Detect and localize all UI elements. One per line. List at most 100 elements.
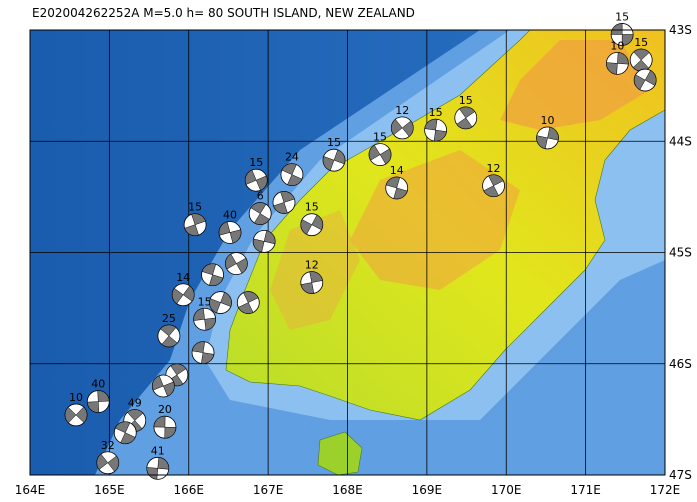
compression-quadrant bbox=[488, 174, 504, 187]
compression-quadrant bbox=[204, 317, 216, 331]
focal-mechanism bbox=[454, 106, 478, 130]
compression-quadrant bbox=[433, 129, 447, 142]
event-depth-label: 12 bbox=[487, 162, 501, 175]
compression-quadrant bbox=[368, 144, 381, 161]
compression-quadrant bbox=[250, 202, 267, 214]
x-tick-label: 165E bbox=[94, 483, 125, 497]
compression-quadrant bbox=[644, 70, 657, 86]
compression-quadrant bbox=[311, 214, 324, 231]
compression-quadrant bbox=[191, 213, 206, 226]
compression-quadrant bbox=[385, 176, 401, 189]
compression-quadrant bbox=[184, 224, 199, 236]
compression-quadrant bbox=[391, 118, 403, 136]
x-tick-label: 169E bbox=[412, 483, 443, 497]
event-depth-label: 20 bbox=[158, 403, 172, 416]
compression-quadrant bbox=[114, 421, 131, 434]
focal-mechanism bbox=[629, 48, 653, 72]
focal-mechanism bbox=[300, 213, 324, 237]
compression-quadrant bbox=[127, 409, 144, 421]
focal-mechanism bbox=[157, 324, 181, 348]
event-depth-label: 10 bbox=[69, 391, 83, 404]
compression-quadrant bbox=[96, 453, 109, 470]
event-depth-label: 12 bbox=[305, 259, 319, 272]
compression-quadrant bbox=[201, 352, 215, 364]
compression-quadrant bbox=[633, 48, 650, 61]
compression-quadrant bbox=[236, 257, 248, 274]
compression-quadrant bbox=[263, 230, 276, 245]
focal-mechanism bbox=[610, 23, 634, 46]
compression-quadrant bbox=[243, 291, 259, 303]
compression-quadrant bbox=[244, 169, 257, 185]
focal-mechanism bbox=[244, 168, 268, 192]
x-tick-label: 171E bbox=[570, 483, 601, 497]
compression-quadrant bbox=[191, 341, 206, 353]
event-depth-label: 15 bbox=[373, 131, 387, 144]
compression-quadrant bbox=[225, 253, 237, 270]
compression-quadrant bbox=[163, 381, 175, 397]
compression-quadrant bbox=[157, 457, 170, 470]
event-depth-label: 10 bbox=[541, 114, 555, 127]
focal-mechanism bbox=[183, 213, 207, 237]
compression-quadrant bbox=[220, 291, 232, 307]
map-frame bbox=[29, 29, 666, 476]
event-depth-label: 6 bbox=[257, 190, 264, 203]
focal-mechanism bbox=[113, 421, 137, 445]
event-depth-label: 40 bbox=[223, 208, 237, 221]
compression-quadrant bbox=[152, 375, 164, 391]
y-tick-label: 45S bbox=[669, 246, 692, 260]
focal-mechanism bbox=[385, 176, 409, 200]
focal-mechanism bbox=[368, 143, 392, 167]
compression-quadrant bbox=[547, 126, 559, 141]
map-title: E202004262252A M=5.0 h= 80 SOUTH ISLAND,… bbox=[32, 6, 415, 20]
compression-quadrant bbox=[280, 191, 295, 203]
compression-quadrant bbox=[287, 174, 303, 186]
event-depth-label: 15 bbox=[327, 136, 341, 149]
compression-quadrant bbox=[300, 282, 315, 294]
focal-mechanism bbox=[153, 415, 177, 439]
x-tick-label: 167E bbox=[253, 483, 284, 497]
compression-quadrant bbox=[379, 148, 392, 165]
compression-quadrant bbox=[536, 135, 548, 149]
compression-quadrant bbox=[459, 106, 476, 119]
x-tick-label: 168E bbox=[332, 483, 363, 497]
compression-quadrant bbox=[170, 363, 187, 376]
event-depth-label: 25 bbox=[162, 312, 176, 325]
focal-mechanism bbox=[151, 374, 175, 398]
compression-quadrant bbox=[456, 117, 473, 130]
x-tick-label: 170E bbox=[491, 483, 522, 497]
event-depth-label: 12 bbox=[395, 104, 409, 117]
compression-quadrant bbox=[218, 221, 231, 236]
focal-mechanism bbox=[86, 390, 110, 413]
compression-quadrant bbox=[209, 274, 224, 286]
x-tick-label: 166E bbox=[174, 483, 205, 497]
focal-mechanism bbox=[536, 126, 559, 150]
compression-quadrant bbox=[300, 219, 313, 235]
compression-quadrant bbox=[75, 406, 88, 423]
compression-quadrant bbox=[87, 401, 100, 413]
compression-quadrant bbox=[107, 455, 120, 472]
event-depth-label: 15 bbox=[615, 10, 629, 23]
focal-mechanism bbox=[482, 174, 505, 198]
event-depth-label: 14 bbox=[176, 271, 190, 284]
compression-quadrant bbox=[229, 229, 242, 244]
x-tick-label: 164E bbox=[15, 483, 46, 497]
event-depth-label: 24 bbox=[285, 151, 299, 164]
compression-quadrant bbox=[333, 149, 346, 165]
y-tick-label: 46S bbox=[669, 357, 692, 371]
compression-quadrant bbox=[273, 202, 288, 214]
focal-mechanism bbox=[96, 451, 120, 475]
compression-quadrant bbox=[252, 238, 265, 253]
focal-mechanism bbox=[191, 341, 215, 365]
compression-quadrant bbox=[621, 34, 634, 46]
compression-quadrant bbox=[193, 308, 205, 321]
focal-mechanism bbox=[252, 229, 276, 253]
compression-quadrant bbox=[483, 185, 499, 197]
compression-quadrant bbox=[161, 335, 178, 348]
compression-quadrant bbox=[617, 52, 629, 65]
compression-quadrant bbox=[201, 263, 217, 276]
y-tick-label: 47S bbox=[669, 468, 692, 482]
compression-quadrant bbox=[610, 23, 623, 35]
focal-mechanism bbox=[209, 291, 232, 314]
x-tick-label: 172E bbox=[650, 483, 681, 497]
compression-quadrant bbox=[164, 426, 177, 439]
